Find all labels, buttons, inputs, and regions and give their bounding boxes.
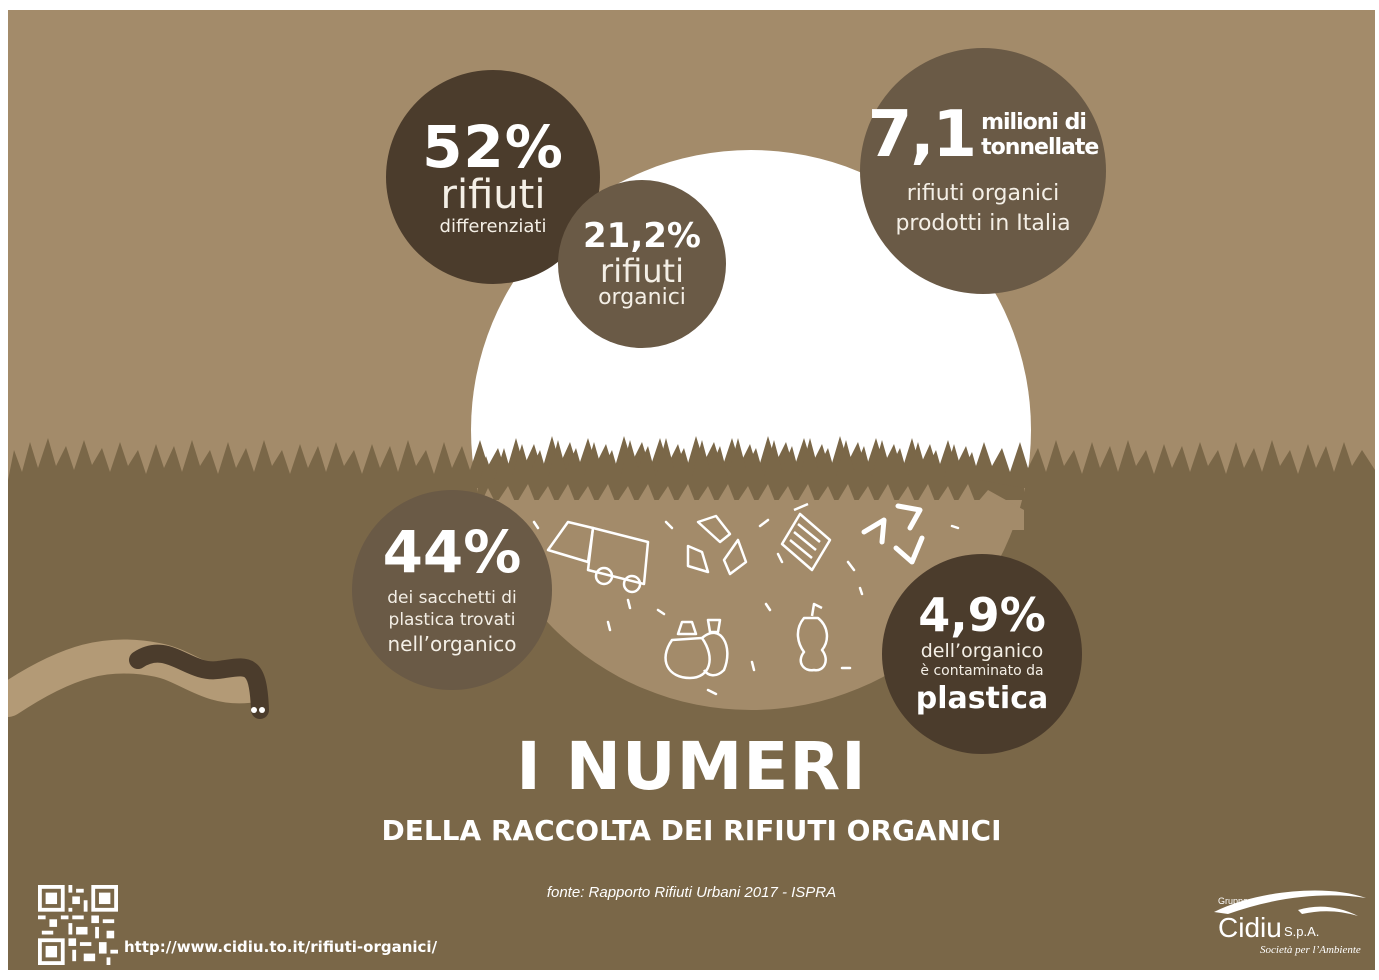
recycle-icon bbox=[686, 514, 748, 576]
stat-label: dei sacchetti di plastica trovati nell’o… bbox=[387, 587, 517, 657]
stat-label-line3: nell’organico bbox=[387, 632, 517, 657]
worm-eye-left bbox=[251, 707, 257, 713]
stat-label-line2: è contaminato da bbox=[920, 663, 1044, 680]
stat-label-line3: plastica bbox=[915, 680, 1049, 716]
logo-brand: Cidiu bbox=[1218, 912, 1282, 943]
debris-marks bbox=[532, 518, 960, 696]
website-link[interactable]: http://www.cidiu.to.it/rifiuti-organici/ bbox=[124, 938, 438, 956]
garbage-truck-icon bbox=[546, 520, 650, 594]
stat-value: 44% bbox=[382, 517, 522, 586]
stat-label-line1: dell’organico bbox=[920, 640, 1044, 663]
worm-eye-right bbox=[259, 707, 265, 713]
logo-suffix: S.p.A. bbox=[1284, 924, 1320, 939]
stat-label-line1: rifiuti bbox=[600, 251, 684, 290]
stat-value-row: 7,1 milioni di tonnellate bbox=[867, 98, 1100, 173]
stat-label-line1: rifiuti organici bbox=[906, 181, 1060, 207]
stat-bubble-organici: 21,2% rifiuti organici bbox=[558, 180, 726, 348]
logo-tagline: Società per l’Ambiente bbox=[1260, 944, 1361, 956]
stat-bubble-contaminato: 4,9% dell’organico è contaminato da plas… bbox=[882, 554, 1082, 754]
garbage-bags-icon bbox=[664, 618, 729, 680]
worm-body bbox=[129, 644, 269, 719]
stat-bubble-sacchetti: 44% dei sacchetti di plastica trovati ne… bbox=[352, 490, 552, 690]
stat-value: 7,1 bbox=[867, 98, 977, 173]
stat-label-line1: dei sacchetti di bbox=[387, 587, 517, 608]
stat-label-line2: plastica trovati bbox=[388, 610, 516, 630]
stat-label-line2: prodotti in Italia bbox=[895, 211, 1071, 236]
page-title: I NUMERI bbox=[516, 728, 867, 805]
qr-code-icon[interactable] bbox=[38, 885, 118, 965]
stat-label-line2: differenziati bbox=[439, 215, 547, 237]
trash-bin-icon bbox=[780, 502, 832, 572]
stat-bubble-tonnellate: 7,1 milioni di tonnellate rifiuti organi… bbox=[860, 48, 1106, 294]
apple-core-icon bbox=[796, 602, 829, 672]
stat-value: 52% bbox=[422, 112, 564, 181]
infographic-poster: 52% rifiuti differenziati 21,2% rifiuti … bbox=[8, 10, 1375, 970]
recycle-arrows-icon bbox=[861, 503, 925, 565]
stat-value: 4,9% bbox=[918, 588, 1046, 643]
source-note: fonte: Rapporto Rifiuti Urbani 2017 - IS… bbox=[546, 884, 837, 901]
grass-front bbox=[478, 438, 1024, 500]
cidiu-logo: Gruppo Cidiu S.p.A. Società per l’Ambien… bbox=[1208, 882, 1368, 962]
logo-group-label: Gruppo bbox=[1218, 896, 1249, 906]
stat-label-line1: rifiuti bbox=[440, 171, 546, 218]
stat-label-line2: organici bbox=[598, 285, 686, 311]
stat-value: 21,2% bbox=[583, 215, 701, 256]
stat-unit-line1: milioni di bbox=[981, 110, 1087, 136]
stat-label: rifiuti organici prodotti in Italia bbox=[895, 179, 1070, 238]
grass-front-blades bbox=[478, 484, 1024, 530]
stat-unit-line2: tonnellate bbox=[981, 135, 1099, 161]
stat-unit: milioni di tonnellate bbox=[981, 110, 1099, 161]
swoosh-icon bbox=[1214, 890, 1366, 916]
page-subtitle: DELLA RACCOLTA DEI RIFIUTI ORGANICI bbox=[381, 814, 1002, 847]
